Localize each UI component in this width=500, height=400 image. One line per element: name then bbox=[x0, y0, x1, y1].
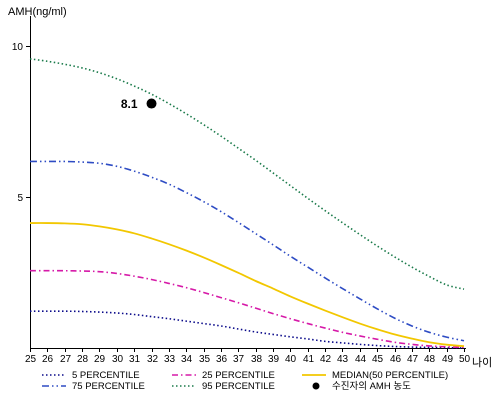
x-tick-label: 37 bbox=[233, 354, 245, 365]
x-tick-label: 28 bbox=[77, 354, 89, 365]
patient-amh-marker bbox=[146, 98, 157, 109]
series-line-5-percentile bbox=[30, 310, 465, 349]
series-line-median-50-percentile bbox=[29, 222, 465, 348]
x-tick-label: 41 bbox=[303, 354, 315, 365]
x-tick-label: 32 bbox=[147, 354, 159, 365]
x-tick-label: 33 bbox=[164, 354, 176, 365]
x-tick-label: 35 bbox=[199, 354, 211, 365]
x-tick-label: 44 bbox=[355, 354, 367, 365]
x-tick-label: 45 bbox=[372, 354, 384, 365]
x-tick-label: 42 bbox=[320, 354, 332, 365]
x-tick-label: 48 bbox=[424, 354, 436, 365]
y-tick-label: 10 bbox=[12, 42, 24, 53]
legend-label-95-percentile: 95 PERCENTILE bbox=[202, 381, 275, 392]
legend-label-25-percentile: 25 PERCENTILE bbox=[202, 370, 275, 381]
y-axis-label: AMH(ng/ml) bbox=[8, 6, 67, 18]
legend-label-75-percentile: 75 PERCENTILE bbox=[72, 381, 145, 392]
series-line-75-percentile bbox=[30, 160, 465, 342]
x-axis-label: 나이 bbox=[472, 356, 492, 369]
x-tick-label: 25 bbox=[25, 354, 37, 365]
x-tick-label: 26 bbox=[42, 354, 54, 365]
x-tick-label: 47 bbox=[407, 354, 419, 365]
series-line-95-percentile bbox=[29, 58, 465, 290]
x-tick-label: 40 bbox=[285, 354, 297, 365]
x-tick-label: 39 bbox=[268, 354, 280, 365]
plot-area: AMH(ng/ml) 나이 bbox=[8, 6, 492, 369]
x-tick-label: 43 bbox=[337, 354, 349, 365]
y-ticks: 5 10 bbox=[12, 42, 30, 204]
x-tick-label: 50 bbox=[459, 354, 471, 365]
legend-patient-marker-icon bbox=[312, 382, 320, 390]
series-line-25-percentile bbox=[29, 269, 465, 349]
x-tick-label: 34 bbox=[181, 354, 193, 365]
legend-label-patient-amh: 수진자의 AMH 농도 bbox=[332, 381, 411, 392]
y-tick-label: 5 bbox=[17, 193, 23, 204]
legend-label-median-50-percentile: MEDIAN(50 PERCENTILE) bbox=[332, 370, 448, 381]
x-tick-label: 29 bbox=[94, 354, 106, 365]
series-layer bbox=[29, 58, 465, 349]
x-tick-label: 49 bbox=[442, 354, 454, 365]
x-tick-label: 27 bbox=[60, 354, 72, 365]
x-tick-label: 30 bbox=[112, 354, 124, 365]
x-tick-label: 38 bbox=[251, 354, 263, 365]
patient-amh-value: 8.1 bbox=[121, 97, 138, 111]
x-tick-label: 36 bbox=[216, 354, 228, 365]
x-tick-label: 46 bbox=[390, 354, 402, 365]
x-ticks: 25 26 27 28 29 30 31 32 33 34 35 36 37 38 39 40 41 42 43 44… bbox=[25, 348, 471, 365]
x-tick-label: 31 bbox=[129, 354, 141, 365]
legend-label-5-percentile: 5 PERCENTILE bbox=[72, 370, 140, 381]
annotation-layer: 8.1 bbox=[121, 97, 157, 111]
